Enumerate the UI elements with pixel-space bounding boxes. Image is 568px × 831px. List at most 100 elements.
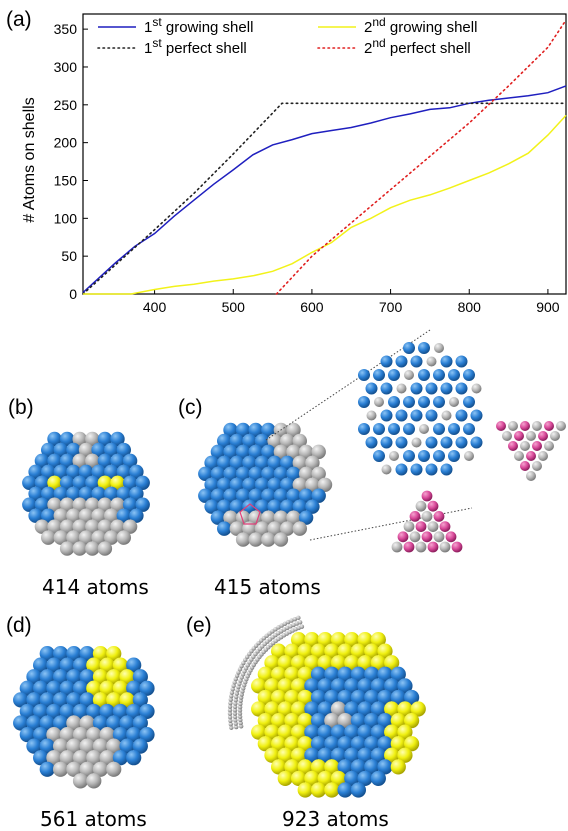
atom-sphere — [119, 669, 135, 685]
atom-sphere — [451, 541, 463, 553]
atom-sphere — [496, 421, 506, 431]
atom-sphere — [85, 497, 100, 512]
atom-sphere — [425, 382, 438, 395]
atom-sphere — [66, 761, 82, 777]
atom-sphere — [532, 441, 542, 451]
atom-sphere — [59, 475, 75, 491]
atom-sphere — [106, 715, 122, 731]
atom-sphere — [317, 655, 333, 671]
atom-sphere — [377, 736, 393, 752]
atom-sphere — [91, 508, 106, 523]
caption-414: 414 atoms — [42, 575, 149, 599]
atom-sphere — [380, 409, 393, 422]
atom-sphere — [106, 738, 122, 754]
shell-occupancy-chart: 400 500 600 700 800 900050100150200250300350 … — [21, 13, 567, 315]
atom-sphere — [242, 499, 257, 514]
atom-sphere — [28, 508, 43, 523]
atom-sphere — [280, 477, 295, 492]
atom-sphere — [79, 761, 95, 777]
atom-sphere — [526, 451, 536, 461]
atom-sphere — [421, 490, 433, 502]
atom-sphere — [66, 508, 81, 523]
atom-sphere — [104, 464, 119, 480]
atom-sphere — [26, 692, 42, 708]
atom-sphere — [233, 701, 238, 706]
atom-sphere — [403, 423, 415, 435]
atom-sphere — [129, 464, 144, 480]
atom-sphere — [455, 382, 468, 395]
plot-frame — [82, 13, 567, 295]
atom-sphere — [139, 703, 155, 720]
atom-sphere — [330, 770, 347, 787]
cluster-414-image — [22, 431, 150, 556]
atom-sphere — [227, 707, 233, 713]
atom-sphere — [79, 715, 95, 731]
atom-sphere — [410, 382, 423, 395]
atom-sphere — [277, 770, 293, 787]
atom-sphere — [357, 701, 373, 717]
atom-sphere — [237, 714, 243, 719]
atom-sphere — [97, 431, 113, 447]
atom-sphere — [126, 657, 142, 673]
atom-sphere — [434, 343, 444, 353]
atom-sphere — [284, 643, 300, 659]
atom-sphere — [390, 759, 406, 775]
atom-sphere — [370, 678, 386, 694]
atom-sphere — [384, 747, 400, 763]
atom-sphere — [46, 726, 62, 743]
atom-sphere — [330, 747, 347, 763]
cluster-561-image — [13, 645, 155, 789]
atom-sphere — [204, 477, 219, 492]
atom-sphere — [92, 715, 109, 731]
atom-sphere — [277, 747, 293, 763]
atom-sphere — [261, 466, 276, 482]
atom-sphere — [26, 715, 42, 731]
atom-sphere — [72, 703, 89, 720]
atom-sphere — [357, 678, 373, 694]
atom-sphere — [418, 342, 430, 354]
atom-sphere — [337, 689, 353, 706]
atom-sphere — [410, 355, 423, 368]
atom-sphere — [231, 683, 236, 689]
atom-sphere — [257, 666, 273, 682]
atom-sphere — [317, 747, 333, 763]
atom-sphere — [271, 759, 287, 775]
atom-sphere — [427, 521, 439, 532]
atom-sphere — [132, 738, 148, 754]
atom-sphere — [304, 701, 320, 717]
atom-sphere — [337, 759, 353, 775]
atom-sphere — [337, 643, 353, 659]
atom-sphere — [439, 541, 451, 553]
atom-sphere — [91, 442, 106, 458]
atom-sphere — [380, 355, 393, 368]
atom-sphere — [97, 453, 113, 469]
atom-sphere — [463, 369, 475, 381]
atom-sphere — [112, 657, 128, 673]
atom-sphere — [455, 355, 468, 368]
atom-sphere — [433, 450, 445, 462]
atom-sphere — [41, 486, 56, 501]
atom-sphere — [425, 463, 438, 476]
caption-415: 415 atoms — [214, 575, 321, 599]
atom-sphere — [290, 747, 307, 763]
atom-sphere — [403, 541, 415, 553]
atom-sphere — [78, 486, 94, 501]
atom-sphere — [290, 701, 307, 717]
atom-sphere — [217, 521, 232, 536]
atom-sphere — [233, 676, 239, 682]
atom-sphere — [297, 620, 303, 625]
caption-561: 561 atoms — [40, 807, 147, 831]
atom-sphere — [358, 369, 370, 381]
atom-sphere — [271, 689, 287, 706]
atom-sphere — [66, 738, 82, 754]
atom-sphere — [261, 510, 276, 525]
atom-sphere — [264, 678, 280, 694]
atom-sphere — [273, 466, 289, 482]
atom-sphere — [47, 431, 62, 447]
atom-sphere — [237, 704, 243, 710]
atom-sphere — [433, 531, 445, 543]
atom-sphere — [285, 619, 291, 625]
x-tick-label: 900 — [536, 299, 560, 315]
atom-sphere — [514, 451, 524, 461]
atom-sphere — [297, 759, 313, 775]
